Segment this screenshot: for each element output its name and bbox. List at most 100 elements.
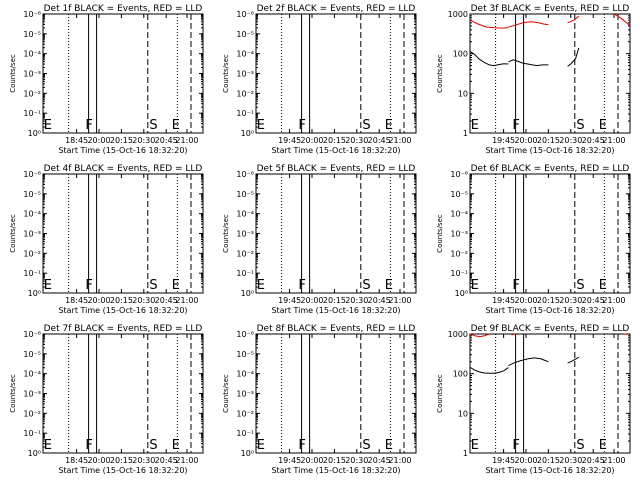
y-tick-label: 10⁻³ xyxy=(236,230,254,239)
time-marker-label: E xyxy=(44,278,52,293)
y-tick-label: 10⁻⁶ xyxy=(23,170,41,179)
y-tick-label: 10⁰ xyxy=(28,129,41,138)
x-tick-label: 18:45 xyxy=(65,296,88,305)
x-tick-label: 20:30 xyxy=(559,296,582,305)
time-marker-label: E xyxy=(44,118,52,133)
chart-title: Det 4f BLACK = Events, RED = LLD xyxy=(44,164,203,174)
x-tick-label: 20:15 xyxy=(537,456,560,465)
y-tick-label: 10⁻⁵ xyxy=(236,30,254,39)
x-tick-label: 20:00 xyxy=(514,456,537,465)
x-tick-label: 20:45 xyxy=(582,136,605,145)
y-tick-label: 10⁻² xyxy=(450,249,468,258)
x-tick-label: 19:45 xyxy=(278,456,301,465)
x-tick-label: 20:45 xyxy=(368,456,391,465)
y-tick-label: 10⁻² xyxy=(236,409,254,418)
x-tick-label: 21:00 xyxy=(175,296,198,305)
x-tick-label: 20:45 xyxy=(155,136,178,145)
time-marker-label: F xyxy=(298,118,305,133)
x-tick-label: 20:00 xyxy=(514,296,537,305)
chart-det-3: Det 3f BLACK = Events, RED = LLD 1 10 100 10… xyxy=(436,4,631,155)
events-series-segment-2 xyxy=(567,356,580,364)
y-tick-label: 10⁻¹ xyxy=(236,429,254,438)
x-tick-label: 21:00 xyxy=(175,456,198,465)
time-marker-label: S xyxy=(576,118,584,133)
time-marker-label: F xyxy=(85,438,92,453)
y-tick-label: 10⁻¹ xyxy=(23,109,41,118)
x-tick-label: 20:30 xyxy=(132,296,155,305)
time-marker-label: S xyxy=(149,278,157,293)
lld-series-segment-0 xyxy=(469,333,490,338)
chart-title: Det 8f BLACK = Events, RED = LLD xyxy=(257,324,416,334)
time-marker-label: E xyxy=(599,118,607,133)
time-marker-label: E xyxy=(172,438,180,453)
time-marker-label: F xyxy=(512,278,519,293)
y-tick-label: 10 xyxy=(458,409,468,418)
time-marker-label: E xyxy=(385,438,393,453)
chart-title: Det 9f BLACK = Events, RED = LLD xyxy=(471,324,630,334)
x-tick-label: 20:30 xyxy=(132,456,155,465)
x-tick-label: 20:15 xyxy=(537,296,560,305)
y-tick-label: 10⁻³ xyxy=(236,70,254,79)
y-tick-label: 10⁰ xyxy=(241,449,254,458)
y-tick-label: 10⁻² xyxy=(23,249,41,258)
time-marker-label: E xyxy=(257,438,265,453)
x-tick-label: 19:45 xyxy=(492,296,515,305)
y-tick-label: 10⁻⁴ xyxy=(236,370,254,379)
x-tick-label: 20:15 xyxy=(110,136,133,145)
chart-title: Det 7f BLACK = Events, RED = LLD xyxy=(44,324,203,334)
time-marker-label: E xyxy=(257,278,265,293)
time-marker-label: S xyxy=(362,278,370,293)
x-tick-label: 20:45 xyxy=(155,456,178,465)
x-tick-label: 21:00 xyxy=(602,296,625,305)
x-axis-label: Start Time (15-Oct-16 18:32:20) xyxy=(485,466,614,475)
y-axis-label: Counts/sec xyxy=(436,374,444,413)
x-tick-label: 18:45 xyxy=(65,136,88,145)
chart-det-7: Det 7f BLACK = Events, RED = LLD 10⁰ 10⁻¹ 1… xyxy=(9,324,204,475)
y-tick-label: 10⁰ xyxy=(241,129,254,138)
x-tick-label: 20:30 xyxy=(345,456,368,465)
chart-det-5: Det 5f BLACK = Events, RED = LLD 10⁰ 10⁻¹ 1… xyxy=(222,164,417,315)
lld-series-segment-1 xyxy=(511,333,515,336)
time-marker-label: F xyxy=(85,118,92,133)
time-marker-label: S xyxy=(576,438,584,453)
x-tick-label: 21:00 xyxy=(388,296,411,305)
y-tick-label: 1000 xyxy=(448,10,468,19)
events-series-segment-0 xyxy=(469,366,509,374)
y-tick-label: 10⁻⁴ xyxy=(236,50,254,59)
time-marker-label: S xyxy=(576,278,584,293)
y-axis-label: Counts/sec xyxy=(436,54,444,93)
lld-series-segment-1 xyxy=(508,21,549,28)
time-marker-label: F xyxy=(512,118,519,133)
y-tick-label: 10⁻² xyxy=(236,89,254,98)
time-marker-label: E xyxy=(599,438,607,453)
time-marker-label: F xyxy=(298,278,305,293)
y-tick-label: 10⁻⁶ xyxy=(236,10,254,19)
y-tick-label: 10⁻¹ xyxy=(23,429,41,438)
time-marker-label: E xyxy=(471,438,479,453)
y-tick-label: 10⁻⁵ xyxy=(236,350,254,359)
x-tick-label: 20:30 xyxy=(345,296,368,305)
chart-det-2: Det 2f BLACK = Events, RED = LLD 10⁰ 10⁻¹ 1… xyxy=(222,4,417,155)
y-tick-label: 10⁻² xyxy=(23,89,41,98)
chart-det-6: Det 6f BLACK = Events, RED = LLD 10⁰ 10⁻¹ 1… xyxy=(436,164,631,315)
x-tick-label: 21:00 xyxy=(602,136,625,145)
lld-series-segment-0 xyxy=(469,19,509,29)
y-tick-label: 10⁰ xyxy=(28,449,41,458)
x-tick-label: 20:00 xyxy=(300,296,323,305)
x-axis-label: Start Time (15-Oct-16 18:32:20) xyxy=(58,466,187,475)
y-tick-label: 10⁻⁶ xyxy=(23,330,41,339)
y-tick-label: 10⁻⁶ xyxy=(236,170,254,179)
time-marker-label: S xyxy=(362,438,370,453)
y-tick-label: 10⁻³ xyxy=(23,230,41,239)
chart-det-9: Det 9f BLACK = Events, RED = LLD 1 10 100 10… xyxy=(436,324,631,475)
x-tick-label: 20:45 xyxy=(368,296,391,305)
x-tick-label: 19:45 xyxy=(278,136,301,145)
time-marker-label: E xyxy=(385,278,393,293)
chart-title: Det 1f BLACK = Events, RED = LLD xyxy=(44,4,203,14)
y-axis-label: Counts/sec xyxy=(9,374,17,413)
time-marker-label: F xyxy=(512,438,519,453)
y-tick-label: 10⁻³ xyxy=(236,390,254,399)
chart-title: Det 3f BLACK = Events, RED = LLD xyxy=(471,4,630,14)
x-tick-label: 21:00 xyxy=(388,456,411,465)
y-tick-label: 10 xyxy=(458,89,468,98)
